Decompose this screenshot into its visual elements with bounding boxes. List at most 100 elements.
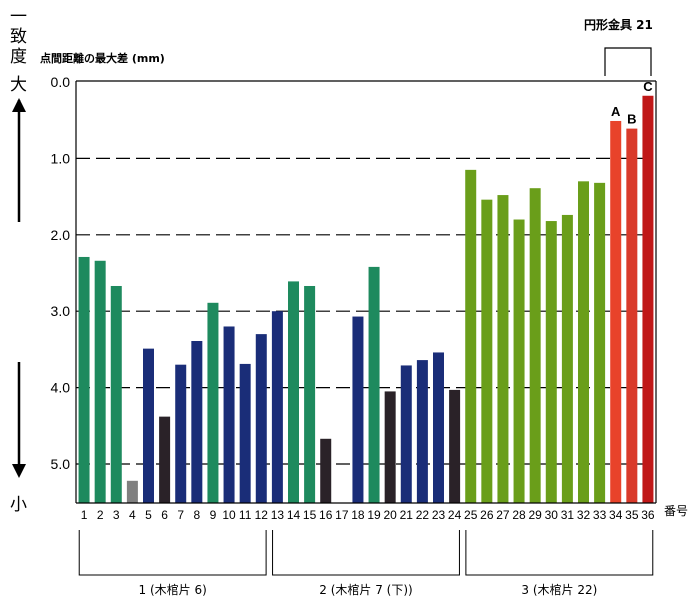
bar [207, 303, 218, 503]
top-bracket-label: 円形金具 21 [584, 17, 653, 32]
bar [385, 391, 396, 503]
bar [562, 215, 573, 503]
bar [626, 129, 637, 503]
bar [369, 267, 380, 503]
x-tick-label: 23 [432, 508, 446, 522]
x-tick-label: 36 [641, 508, 655, 522]
up-arrow-head-icon [12, 98, 26, 112]
x-tick-label: 12 [255, 508, 269, 522]
bar [143, 349, 154, 503]
y-tick-label: 4.0 [51, 380, 71, 396]
y-axis-label: 点間距離の最大差 (mm) [40, 51, 165, 65]
bar [304, 286, 315, 503]
bar-annotation: C [643, 79, 653, 94]
bar [95, 261, 106, 503]
x-tick-label: 24 [448, 508, 462, 522]
bar [352, 317, 363, 503]
group-bracket [79, 530, 266, 575]
x-tick-label: 28 [512, 508, 526, 522]
bar [320, 439, 331, 503]
bar [240, 364, 251, 503]
side-label-small: 小 [10, 495, 27, 515]
bar [191, 341, 202, 503]
bar [594, 183, 605, 503]
x-tick-label: 5 [145, 508, 152, 522]
x-tick-label: 25 [464, 508, 478, 522]
x-tick-label: 31 [561, 508, 575, 522]
group-brackets: 1 (木棺片 6) 2 (木棺片 7 (下)) 3 (木棺片 22) [79, 530, 653, 597]
bar [465, 170, 476, 503]
side-label-char-1: 一 [10, 7, 27, 27]
bar [449, 390, 460, 503]
x-tick-label: 17 [335, 508, 349, 522]
y-tick-label: 2.0 [51, 227, 71, 243]
bars [79, 96, 654, 503]
group-bracket [466, 530, 653, 575]
y-tick-label: 3.0 [51, 303, 71, 319]
down-arrow-head-icon [12, 464, 26, 478]
side-label-char-3: 度 [10, 47, 27, 67]
x-axis-label: 番号 [664, 504, 688, 518]
group-label: 2 (木棺片 7 (下)) [319, 582, 412, 597]
y-tick-label: 5.0 [51, 456, 71, 472]
bar [175, 365, 186, 503]
x-tick-label: 8 [193, 508, 200, 522]
bar [159, 417, 170, 503]
bar [79, 257, 90, 503]
x-tick-label: 4 [129, 508, 136, 522]
bar [497, 195, 508, 503]
x-tick-label: 19 [367, 508, 381, 522]
bar [127, 481, 138, 503]
y-tick-label: 1.0 [51, 150, 71, 166]
x-tick-label: 20 [383, 508, 397, 522]
bar [610, 121, 621, 503]
bar-annotation: B [627, 112, 636, 127]
side-label-char-2: 致 [10, 27, 27, 47]
bar-annotation: A [611, 104, 621, 119]
bar [546, 221, 557, 503]
x-tick-label: 9 [210, 508, 217, 522]
y-tick-labels: 0.0 1.0 2.0 3.0 4.0 5.0 [51, 74, 71, 472]
bar [514, 220, 525, 503]
x-tick-label: 6 [161, 508, 168, 522]
bar [417, 360, 428, 503]
bar [642, 96, 653, 503]
x-tick-label: 15 [303, 508, 317, 522]
side-scale: 一 致 度 大 小 [10, 7, 27, 515]
bar [433, 352, 444, 503]
x-tick-label: 7 [177, 508, 184, 522]
x-tick-label: 34 [609, 508, 623, 522]
bar [224, 326, 235, 503]
x-tick-label: 21 [400, 508, 414, 522]
bar [401, 365, 412, 503]
bar [111, 286, 122, 503]
x-tick-label: 29 [528, 508, 542, 522]
bar [256, 334, 267, 503]
group-label: 3 (木棺片 22) [521, 582, 597, 597]
x-tick-label: 32 [577, 508, 591, 522]
x-tick-label: 11 [239, 508, 252, 522]
x-tick-label: 33 [593, 508, 607, 522]
bar [578, 181, 589, 503]
bar [288, 281, 299, 503]
x-tick-label: 1 [81, 508, 88, 522]
x-tick-label: 26 [480, 508, 494, 522]
x-tick-label: 27 [496, 508, 510, 522]
group-label: 1 (木棺片 6) [139, 582, 207, 597]
x-tick-label: 2 [97, 508, 104, 522]
bar [530, 188, 541, 503]
x-tick-label: 13 [271, 508, 285, 522]
x-tick-label: 3 [113, 508, 120, 522]
y-tick-label: 0.0 [51, 74, 71, 90]
x-tick-label: 30 [545, 508, 559, 522]
x-tick-label: 16 [319, 508, 333, 522]
group-bracket [273, 530, 460, 575]
top-bracket: 円形金具 21 [584, 17, 653, 76]
x-tick-label: 10 [222, 508, 236, 522]
x-tick-labels: 1 2 3 4 5 6 7 8 9 10 11 12 13 14 15 16 17 18 19 20 21 22 23 24 2… [81, 508, 655, 522]
x-tick-label: 18 [351, 508, 365, 522]
x-tick-label: 22 [416, 508, 430, 522]
side-label-big: 大 [10, 75, 27, 95]
x-tick-label: 14 [287, 508, 301, 522]
